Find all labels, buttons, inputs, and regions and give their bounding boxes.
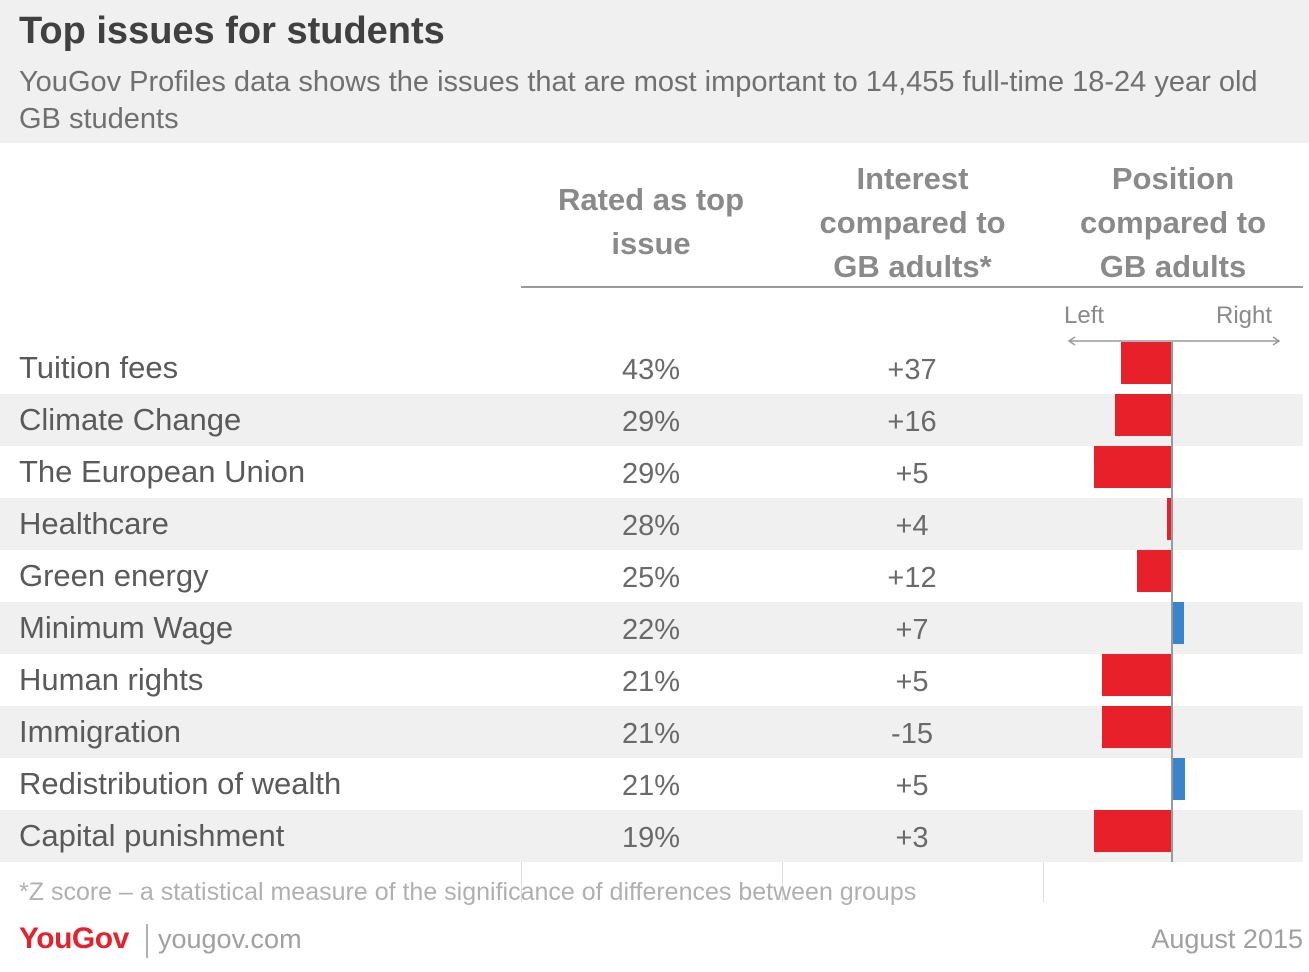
rated-value: 21%: [621, 770, 681, 802]
position-bar: [1167, 498, 1172, 540]
rated-value: 19%: [621, 822, 681, 854]
interest-value: -15: [891, 718, 933, 750]
position-bar: [1172, 758, 1185, 800]
table-row: The European Union 29% +5: [0, 446, 1303, 498]
rated-value: 21%: [621, 718, 681, 750]
issue-label: Tuition fees: [19, 350, 179, 385]
issue-label: Human rights: [19, 662, 204, 697]
column-header-interest: Interest compared to GB adults*: [819, 161, 1006, 284]
scale-right-label: Right: [1216, 302, 1273, 329]
interest-value: +4: [895, 510, 929, 542]
interest-value: +5: [895, 666, 929, 698]
table-row: Minimum Wage 22% +7: [0, 602, 1303, 654]
position-bar: [1115, 394, 1172, 436]
interest-value: +7: [895, 614, 929, 646]
interest-value: +16: [887, 406, 937, 438]
position-bar: [1137, 550, 1172, 592]
position-bar: [1172, 602, 1184, 644]
issue-label: Redistribution of wealth: [19, 766, 342, 801]
position-bar: [1094, 446, 1172, 488]
interest-value: +5: [895, 770, 929, 802]
footnote: *Z score – a statistical measure of the …: [19, 878, 917, 906]
issue-label: The European Union: [19, 454, 306, 489]
interest-value: +3: [895, 822, 929, 854]
table-row: Immigration 21% -15: [0, 706, 1303, 758]
column-divider: [1043, 862, 1044, 902]
table-row: Human rights 21% +5: [0, 654, 1303, 706]
rated-value: 29%: [621, 406, 681, 438]
issue-label: Healthcare: [19, 506, 169, 541]
column-header-position: Position compared to GB adults: [1079, 161, 1267, 284]
interest-value: +12: [887, 562, 937, 594]
logo-separator: [146, 924, 148, 958]
table-row: Tuition fees 43% +37: [0, 342, 1303, 394]
column-divider: [782, 862, 783, 902]
issue-label: Climate Change: [19, 402, 242, 437]
yougov-logo: YouGov: [19, 922, 129, 955]
rated-value: 21%: [621, 666, 681, 698]
interest-value: +37: [887, 354, 937, 386]
header-rule: [521, 286, 1303, 288]
table-row: Healthcare 28% +4: [0, 498, 1303, 550]
column-divider: [521, 862, 522, 902]
header: [0, 0, 1309, 143]
rated-value: 25%: [621, 562, 681, 594]
position-bar: [1094, 810, 1172, 852]
position-bar: [1121, 342, 1172, 384]
rated-value: 22%: [621, 614, 681, 646]
column-header-rated: Rated as top issue: [557, 182, 745, 261]
rated-value: 29%: [621, 458, 681, 490]
site-link[interactable]: yougov.com: [158, 924, 302, 954]
position-bar: [1102, 654, 1172, 696]
position-bar: [1102, 706, 1172, 748]
chart-title: Top issues for students: [19, 10, 445, 52]
scale-left-label: Left: [1064, 302, 1105, 329]
issue-label: Green energy: [19, 558, 209, 593]
issue-label: Immigration: [19, 714, 181, 749]
rated-value: 43%: [621, 354, 681, 386]
table-row: Redistribution of wealth 21% +5: [0, 758, 1303, 810]
scale-arrow: [1067, 336, 1281, 346]
table-row: Climate Change 29% +16: [0, 394, 1303, 446]
publish-date: August 2015: [1151, 924, 1303, 954]
chart-subtitle: YouGov Profiles data shows the issues th…: [19, 66, 1258, 135]
table-row: Green energy 25% +12: [0, 550, 1303, 602]
table-row: Capital punishment 19% +3: [0, 810, 1303, 862]
issue-label: Capital punishment: [19, 818, 285, 853]
issue-label: Minimum Wage: [19, 610, 234, 645]
rated-value: 28%: [621, 510, 681, 542]
interest-value: +5: [895, 458, 929, 490]
